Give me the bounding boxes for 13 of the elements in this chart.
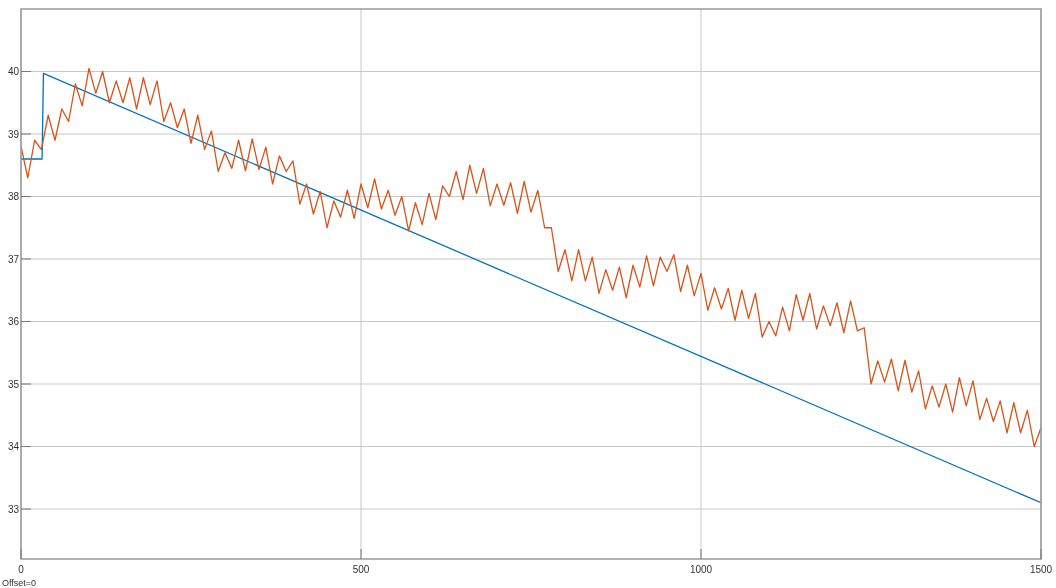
y-tick-label: 33 xyxy=(7,503,20,515)
y-tick-label: 34 xyxy=(7,441,20,452)
x-tick-label: 1500 xyxy=(1029,564,1053,575)
x-tick-label: 0 xyxy=(18,564,25,575)
y-tick-label: 37 xyxy=(7,253,20,265)
text: Offset=0 xyxy=(2,578,37,588)
x-tick-label: 500 xyxy=(352,564,370,575)
x-tick-label: 1000 xyxy=(689,564,713,575)
y-tick-label: 35 xyxy=(7,378,20,390)
y-tick-label: 38 xyxy=(7,191,20,202)
y-tick-label: 36 xyxy=(7,316,20,327)
y-tick-label: 39 xyxy=(7,128,20,140)
y-tick-label: 40 xyxy=(7,66,20,77)
